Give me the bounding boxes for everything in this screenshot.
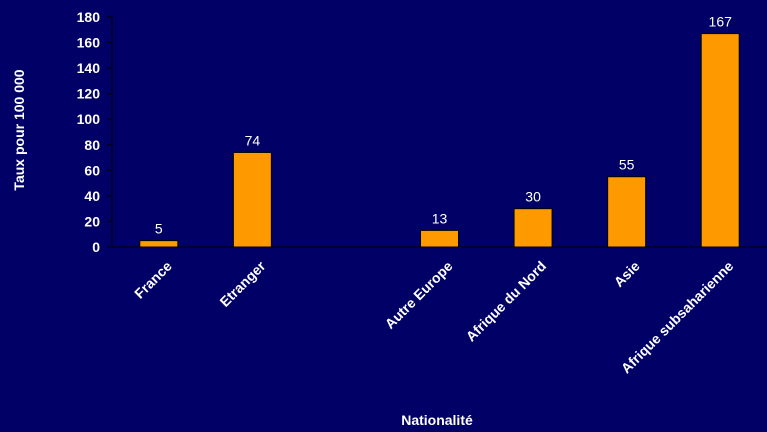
data-label: 74 <box>245 132 261 148</box>
y-axis-ticks: 0 20 40 60 80 100 120 140 160 180 <box>77 9 112 255</box>
y-tick-label: 140 <box>77 60 101 76</box>
y-tick-label: 80 <box>84 137 100 153</box>
bars <box>139 33 740 248</box>
y-tick-label: 120 <box>77 86 101 102</box>
bar <box>420 229 459 248</box>
y-tick-label: 180 <box>77 9 101 25</box>
y-tick-label: 0 <box>92 239 100 255</box>
x-axis-title: Nationalité <box>401 412 473 428</box>
data-label: 5 <box>155 221 163 237</box>
bar <box>700 33 740 248</box>
bar <box>232 151 272 248</box>
data-label: 55 <box>619 157 635 173</box>
data-label: 167 <box>709 14 733 30</box>
y-tick-label: 60 <box>84 162 100 178</box>
data-labels: 5 74 13 30 55 167 <box>155 14 732 237</box>
bar <box>139 240 179 248</box>
y-tick-label: 100 <box>77 111 101 127</box>
bar <box>607 176 647 248</box>
y-axis-title: Taux pour 100 000 <box>11 69 27 190</box>
data-label: 13 <box>432 210 448 226</box>
data-label: 30 <box>525 189 541 205</box>
bar <box>513 208 553 248</box>
y-tick-label: 40 <box>84 188 100 204</box>
y-tick-label: 20 <box>84 213 100 229</box>
y-tick-label: 160 <box>77 35 101 51</box>
